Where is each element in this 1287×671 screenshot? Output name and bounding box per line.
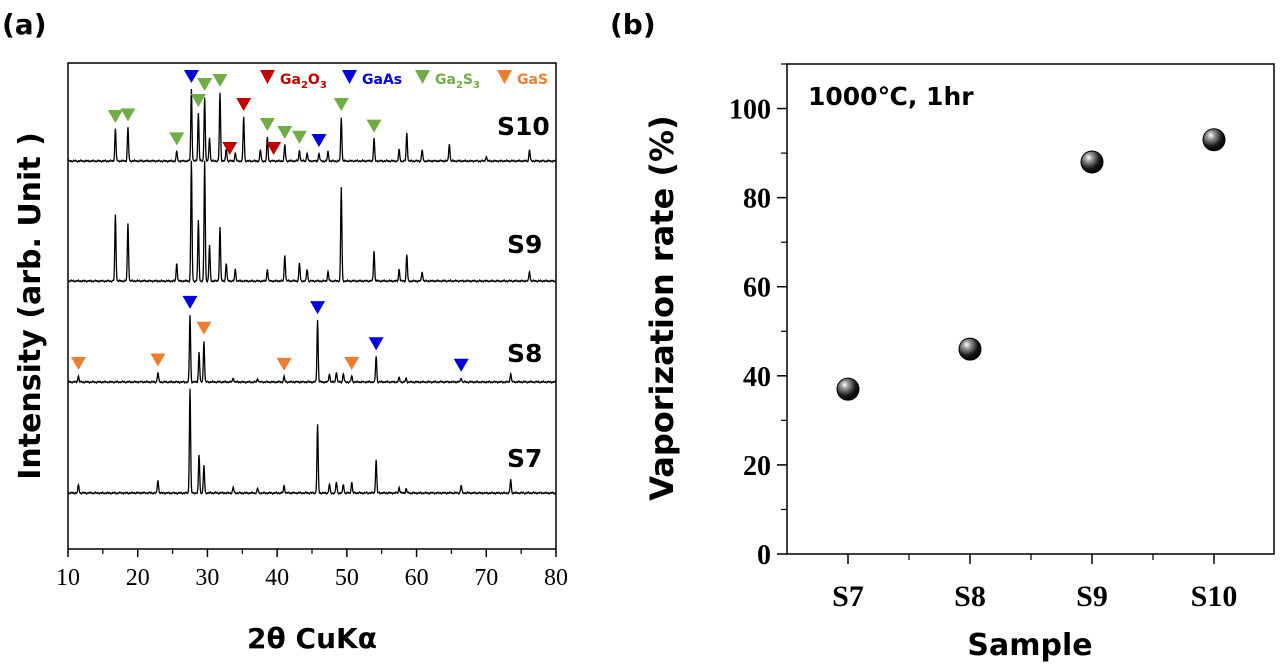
- legend-marker-Ga2S3: [415, 70, 430, 84]
- vaporization-points: [836, 128, 1226, 401]
- marker-Ga2S3-S10: [366, 119, 382, 133]
- panel-a-label: (a): [2, 8, 47, 41]
- x-tick-label-30: 30: [195, 565, 219, 591]
- legend-label-GaS: GaS: [517, 72, 548, 88]
- y-tick-label-0: 0: [757, 540, 771, 571]
- panel-a: (a) 10 20 30 40 50 60 70 80 2θ CuKα Intensity (…: [2, 8, 568, 655]
- x-tick-label-70: 70: [474, 565, 498, 591]
- panel-a-x-axis-label: 2θ CuKα: [247, 622, 377, 655]
- marker-GaS-S8: [196, 321, 212, 335]
- trace-S8: [67, 315, 557, 385]
- cat-label-S10: S10: [1191, 580, 1238, 613]
- marker-Ga2S3-S10: [197, 78, 213, 91]
- marker-Ga2S3-S10: [107, 110, 123, 123]
- marker-Ga2O3-S10: [266, 142, 282, 155]
- trace-label-S10: S10: [497, 112, 550, 141]
- marker-Ga2O3-S10: [222, 142, 238, 155]
- trace-S10: [67, 88, 557, 164]
- panel-b: (b) 1000℃, 1hr 0 20 40 60 80 100 S7 S8 S9 S10 Sa…: [610, 8, 1275, 663]
- marker-Ga2S3-S10: [190, 94, 206, 107]
- marker-GaAs-S10: [183, 70, 199, 83]
- marker-Ga2S3-S10: [291, 130, 307, 144]
- marker-GaAs-S8: [310, 301, 326, 315]
- x-tick-label-60: 60: [405, 565, 429, 591]
- panel-a-frame: [67, 62, 557, 550]
- marker-GaS-S8: [150, 353, 166, 367]
- marker-Ga2S3-S10: [333, 98, 349, 111]
- marker-GaS-S8: [70, 356, 86, 370]
- y-tick-label-20: 20: [743, 451, 771, 482]
- phase-markers: [70, 70, 469, 372]
- y-tick-label-100: 100: [729, 95, 771, 126]
- marker-GaAs-S8: [182, 295, 198, 309]
- panel-a-y-axis-label: Intensity (arb. Unit ): [13, 132, 48, 480]
- x-tick-label-50: 50: [335, 565, 359, 591]
- trace-label-S7: S7: [507, 444, 542, 473]
- legend-label-Ga2S3: Ga2S3: [435, 72, 480, 91]
- marker-GaS-S8: [276, 357, 292, 371]
- panel-b-label: (b): [610, 8, 656, 41]
- panel-b-y-axis: 0 20 40 60 80 100: [729, 63, 787, 571]
- point-S7: [836, 377, 860, 401]
- trace-S7: [67, 388, 557, 496]
- point-S10: [1202, 128, 1226, 152]
- marker-GaAs-S8: [368, 337, 384, 351]
- legend-label-GaAs: GaAs: [362, 72, 402, 88]
- y-tick-label-40: 40: [743, 362, 771, 393]
- cat-label-S8: S8: [954, 580, 986, 613]
- y-tick-label-80: 80: [743, 184, 771, 215]
- point-S9: [1080, 150, 1104, 174]
- cat-label-S7: S7: [832, 580, 864, 613]
- x-tick-label-80: 80: [544, 565, 568, 591]
- legend-marker-GaS: [497, 70, 512, 84]
- marker-Ga2S3-S10: [120, 108, 136, 122]
- marker-GaS-S8: [344, 356, 360, 370]
- y-tick-label-60: 60: [743, 273, 771, 304]
- panel-b-x-axis: S7 S8 S9 S10: [832, 554, 1237, 613]
- legend-label-Ga2O3: Ga2O3: [280, 72, 327, 91]
- cat-label-S9: S9: [1076, 580, 1108, 613]
- marker-GaAs-S8: [453, 358, 469, 372]
- point-S8: [958, 337, 982, 361]
- x-tick-label-20: 20: [126, 565, 150, 591]
- panel-b-frame: [786, 63, 1275, 555]
- trace-label-S8: S8: [507, 339, 542, 368]
- trace-S9: [67, 160, 557, 284]
- trace-label-S9: S9: [507, 230, 542, 259]
- marker-Ga2S3-S10: [212, 74, 228, 87]
- x-tick-label-10: 10: [56, 565, 80, 591]
- legend-marker-Ga2O3: [260, 70, 275, 84]
- condition-annotation: 1000℃, 1hr: [808, 82, 974, 111]
- x-tick-label-40: 40: [265, 565, 289, 591]
- marker-Ga2O3-S10: [236, 98, 252, 111]
- marker-Ga2S3-S10: [169, 132, 185, 146]
- marker-Ga2S3-S10: [277, 126, 293, 139]
- xrd-traces: S10 S9 S8 S7: [67, 88, 557, 496]
- panel-b-x-axis-label: Sample: [967, 628, 1092, 663]
- legend-marker-GaAs: [342, 70, 357, 84]
- panel-b-y-axis-label: Vaporization rate (%): [643, 115, 681, 500]
- panel-a-x-tick-labels: 10 20 30 40 50 60 70 80: [56, 565, 568, 591]
- marker-Ga2S3-S10: [259, 118, 275, 131]
- phase-legend: Ga2O3 GaAs Ga2S3 GaS: [260, 70, 548, 91]
- marker-GaAs-S10: [311, 134, 327, 147]
- panel-a-x-axis: [67, 549, 557, 557]
